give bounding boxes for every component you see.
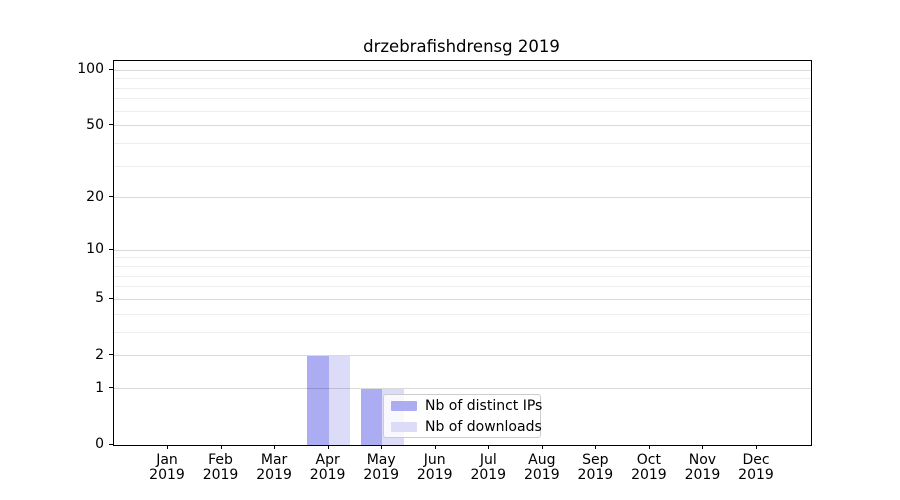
x-tick-label: Sep 2019 — [577, 452, 614, 483]
y-tick-label: 20 — [86, 188, 104, 205]
x-tick-mark — [755, 445, 757, 449]
x-tick-mark — [381, 445, 383, 449]
legend-label-downloads: Nb of downloads — [425, 418, 542, 435]
x-tick-label: Jun 2019 — [416, 452, 453, 483]
y-tick-mark — [109, 124, 113, 126]
legend-entry-downloads: Nb of downloads — [391, 418, 542, 436]
bar-apr-2019-s1 — [328, 355, 351, 445]
y-tick-label: 2 — [95, 346, 104, 363]
gridline-minor — [114, 165, 811, 167]
legend-entry-distinct-ips: Nb of distinct IPs — [391, 397, 542, 415]
x-tick-mark — [434, 445, 436, 449]
x-tick-label: Jan 2019 — [149, 452, 185, 483]
y-tick-mark — [109, 297, 113, 299]
gridline-major — [114, 69, 811, 71]
gridline-major — [114, 298, 811, 300]
y-tick-mark — [109, 248, 113, 250]
y-tick-label: 0 — [95, 436, 104, 452]
x-tick-label: Oct 2019 — [631, 452, 667, 483]
legend-swatch-distinct-ips — [391, 400, 417, 411]
y-tick-label: 100 — [77, 61, 104, 78]
bar-may-2019-s0 — [360, 388, 383, 445]
y-tick-mark — [109, 354, 113, 356]
gridline-minor — [114, 257, 811, 259]
x-tick-mark — [702, 445, 704, 449]
x-tick-label: May 2019 — [363, 452, 399, 483]
x-tick-label: Feb 2019 — [202, 452, 239, 483]
gridline-minor — [114, 142, 811, 144]
x-tick-label: Dec 2019 — [738, 452, 774, 483]
legend-swatch-downloads — [391, 421, 417, 432]
gridline-minor — [114, 275, 811, 277]
x-tick-mark — [167, 445, 168, 449]
gridline-minor — [114, 313, 811, 315]
y-tick-label: 5 — [95, 290, 104, 307]
gridline-major — [114, 197, 811, 199]
legend: Nb of distinct IPs Nb of downloads — [383, 394, 542, 438]
gridline-major — [114, 388, 811, 390]
x-tick-label: Nov 2019 — [684, 452, 721, 483]
gridline-minor — [114, 110, 811, 112]
y-tick-mark — [109, 443, 113, 445]
x-tick-mark — [274, 445, 276, 449]
x-tick-label: Apr 2019 — [309, 452, 346, 483]
x-tick-label: Jul 2019 — [470, 452, 507, 483]
x-tick-label: Aug 2019 — [523, 452, 560, 483]
gridline-minor — [114, 78, 811, 80]
x-tick-mark — [488, 445, 490, 449]
gridline-minor — [114, 331, 811, 333]
y-tick-mark — [109, 68, 113, 70]
chart-title: drzebrafishdrensg 2019 — [363, 37, 560, 56]
legend-label-distinct-ips: Nb of distinct IPs — [425, 397, 543, 414]
x-tick-label: Mar 2019 — [256, 452, 292, 483]
x-tick-mark — [220, 445, 222, 449]
gridline-major — [114, 355, 811, 357]
y-tick-mark — [109, 387, 113, 389]
x-tick-mark — [541, 445, 543, 449]
gridline-minor — [114, 286, 811, 288]
y-tick-label: 10 — [86, 241, 104, 258]
y-tick-mark — [109, 196, 113, 198]
x-tick-mark — [327, 445, 329, 449]
y-tick-label: 1 — [95, 379, 104, 396]
plot-area — [113, 60, 812, 446]
gridline-major — [114, 125, 811, 127]
x-tick-mark — [595, 445, 597, 449]
x-tick-mark — [648, 445, 650, 449]
gridline-major — [114, 249, 811, 251]
bar-apr-2019-s0 — [307, 355, 329, 445]
gridline-minor — [114, 98, 811, 100]
gridline-minor — [114, 266, 811, 268]
y-tick-label: 50 — [86, 116, 104, 133]
gridline-minor — [114, 87, 811, 89]
